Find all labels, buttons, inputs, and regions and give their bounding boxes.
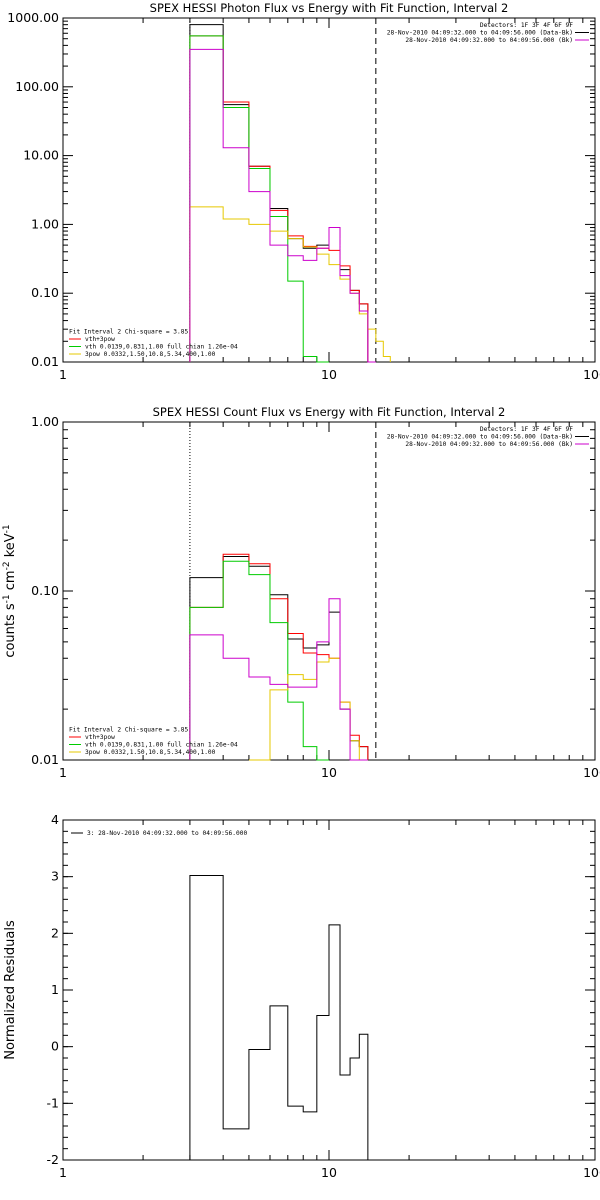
chart-title: SPEX HESSI Photon Flux vs Energy with Fi… bbox=[150, 1, 509, 15]
chart-panel-3: 1 10 100 -2 -1 0 1 2 3 4 Normalized Residuals 3: 28… bbox=[3, 812, 600, 1180]
y-tick-label: 3 bbox=[51, 869, 59, 884]
legend-bottom-text: vth+3pow bbox=[85, 336, 115, 343]
y-tick-label: 0.01 bbox=[31, 752, 59, 767]
plot-frame bbox=[62, 421, 596, 761]
series-vth-3pow-line bbox=[189, 35, 369, 362]
y-tick-label: 100.00 bbox=[15, 79, 59, 94]
y-tick-label: 1 bbox=[51, 982, 59, 997]
x-tick-label: 10 bbox=[321, 1165, 337, 1180]
x-tick-label: 10 bbox=[321, 765, 337, 780]
legend-bottom-text: Fit Interval 2 Chi-square = 3.85 bbox=[69, 727, 188, 734]
y-tick-label: -1 bbox=[47, 1095, 59, 1110]
chart-panel-2: SPEX HESSI Count Flux vs Energy with Fit… bbox=[2, 405, 600, 780]
legend-text: 3: 28-Nov-2010 04:09:32.000 to 04:09:56.… bbox=[87, 830, 247, 837]
chart-title: SPEX HESSI Count Flux vs Energy with Fit… bbox=[153, 405, 506, 419]
legend-bottom-text: vth 0.0139,0.831,1.00 full chian 1.26e-0… bbox=[85, 742, 238, 749]
y-axis-label-part: -2 bbox=[2, 561, 12, 570]
x-tick-label: 1 bbox=[59, 367, 67, 382]
x-tick-label: 100 bbox=[583, 367, 600, 382]
x-tick-label: 10 bbox=[321, 367, 337, 382]
y-tick-label: 0.10 bbox=[31, 583, 59, 598]
y-axis-label-part: counts s bbox=[3, 603, 18, 658]
y-axis-label: Normalized Residuals bbox=[3, 920, 18, 1060]
series-3pow-line bbox=[248, 657, 368, 761]
y-tick-label: 1000.00 bbox=[7, 10, 59, 25]
x-tick-label: 100 bbox=[583, 1165, 600, 1180]
y-tick-label: 0.01 bbox=[31, 354, 59, 369]
y-axis-label-part: -1 bbox=[2, 594, 12, 603]
legend-bottom-text: vth+3pow bbox=[85, 734, 115, 741]
y-axis-label: counts s-1 cm-2 keV-1 bbox=[2, 524, 18, 657]
legend-top-text: Detectors: 1F 3F 4F 6F 9F bbox=[480, 426, 573, 433]
series-background-line bbox=[189, 598, 368, 761]
y-tick-label: -2 bbox=[47, 1152, 59, 1167]
series-residuals-line bbox=[189, 875, 369, 1160]
legend-top-text: 28-Nov-2010 04:09:32.000 to 04:09:56.000… bbox=[405, 441, 573, 448]
legend-bottom-text: 3pow 0.0332,1.50,10.8,5.34,400,1.00 bbox=[85, 351, 216, 358]
y-tick-label: 0 bbox=[51, 1039, 59, 1054]
series-data-line bbox=[189, 556, 369, 760]
y-tick-label: 4 bbox=[51, 812, 59, 827]
y-axis-label-part: keV bbox=[3, 533, 18, 561]
y-tick-label: 2 bbox=[51, 925, 59, 940]
series-3pow-line bbox=[189, 206, 391, 362]
series-data-line bbox=[189, 24, 369, 362]
legend-bottom-text: Fit Interval 2 Chi-square = 3.85 bbox=[69, 329, 188, 336]
series-background-line bbox=[189, 48, 376, 363]
y-axis-label-part: cm bbox=[3, 570, 18, 594]
x-tick-label: 100 bbox=[583, 765, 600, 780]
x-tick-label: 1 bbox=[59, 765, 67, 780]
series-vth-line bbox=[189, 35, 329, 363]
series-vth-line bbox=[189, 560, 329, 761]
plot-frame bbox=[62, 17, 596, 363]
y-axis-label-part: -1 bbox=[2, 524, 12, 533]
series-vth-3pow-line bbox=[189, 553, 369, 760]
y-tick-label: 1.00 bbox=[31, 414, 59, 429]
chart-panel-1: SPEX HESSI Photon Flux vs Energy with Fi… bbox=[7, 1, 600, 382]
y-tick-label: 0.10 bbox=[31, 285, 59, 300]
x-tick-label: 1 bbox=[59, 1165, 67, 1180]
y-tick-label: 1.00 bbox=[31, 216, 59, 231]
legend-top-text: 28-Nov-2010 04:09:32.000 to 04:09:56.000… bbox=[405, 37, 573, 44]
y-tick-label: 10.00 bbox=[23, 148, 59, 163]
legend-top-text: 28-Nov-2010 04:09:32.000 to 04:09:56.000… bbox=[387, 30, 573, 37]
legend-top-text: Detectors: 1F 3F 4F 6F 9F bbox=[480, 22, 573, 29]
legend-bottom-text: vth 0.0139,0.831,1.00 full chian 1.26e-0… bbox=[85, 344, 238, 351]
legend-bottom-text: 3pow 0.0332,1.50,10.8,5.34,400,1.00 bbox=[85, 749, 216, 756]
legend-top-text: 28-Nov-2010 04:09:32.000 to 04:09:56.000… bbox=[387, 434, 573, 441]
